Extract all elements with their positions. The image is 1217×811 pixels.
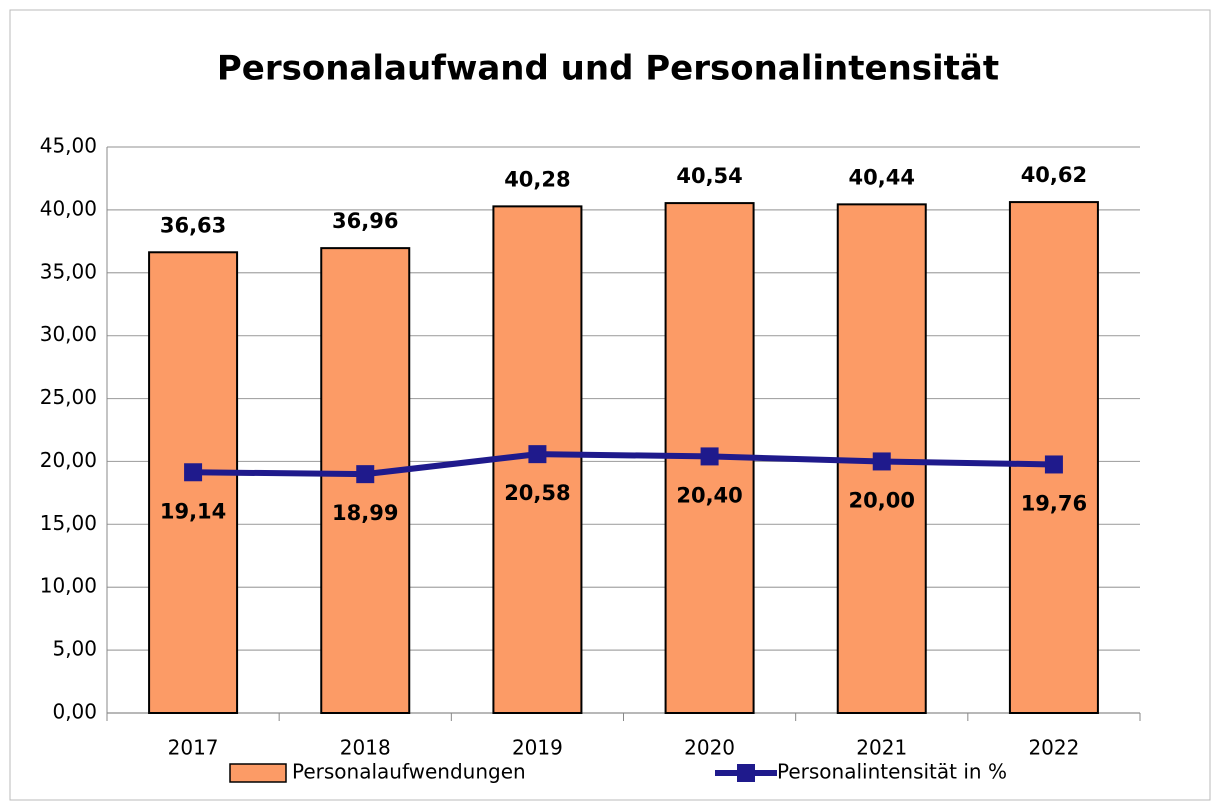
line-marker xyxy=(1044,455,1063,474)
chart-title: Personalaufwand und Personalintensität xyxy=(217,49,999,89)
y-tick-label: 15,00 xyxy=(40,511,97,535)
bar-value-label: 40,44 xyxy=(849,165,915,189)
legend-marker xyxy=(737,764,755,782)
legend-label: Personalintensität in % xyxy=(777,760,1007,784)
bar-value-label: 36,96 xyxy=(332,209,398,233)
line-marker xyxy=(356,465,375,484)
bar-value-label: 40,54 xyxy=(676,164,742,188)
bar-value-label: 36,63 xyxy=(160,213,226,237)
bar xyxy=(148,251,239,714)
line-value-label: 20,00 xyxy=(849,488,915,512)
line-value-label: 20,58 xyxy=(504,481,570,505)
line-value-label: 18,99 xyxy=(332,501,398,525)
x-tick-label: 2022 xyxy=(1028,736,1079,760)
x-tick-label: 2018 xyxy=(340,736,391,760)
line-value-label: 19,76 xyxy=(1021,491,1087,515)
y-tick-label: 25,00 xyxy=(40,385,97,409)
bar-value-label: 40,28 xyxy=(504,167,570,191)
x-tick-label: 2020 xyxy=(684,736,735,760)
y-tick-label: 40,00 xyxy=(40,196,97,220)
bar-value-label: 40,62 xyxy=(1021,163,1087,187)
y-tick-label: 20,00 xyxy=(40,448,97,472)
legend-swatch xyxy=(229,763,287,783)
y-tick-label: 0,00 xyxy=(52,700,97,724)
legend-label: Personalaufwendungen xyxy=(292,760,526,784)
line-marker xyxy=(184,463,203,482)
y-tick-label: 10,00 xyxy=(40,574,97,598)
line-marker xyxy=(872,452,891,471)
x-tick-label: 2019 xyxy=(512,736,563,760)
line xyxy=(193,451,1054,478)
x-tick-label: 2017 xyxy=(168,736,219,760)
line-value-label: 20,40 xyxy=(676,483,742,507)
y-tick-label: 30,00 xyxy=(40,322,97,346)
x-tick-label: 2021 xyxy=(856,736,907,760)
line-value-label: 19,14 xyxy=(160,499,226,523)
y-tick-label: 45,00 xyxy=(40,134,97,158)
line-marker xyxy=(528,445,547,464)
line-marker xyxy=(700,447,719,466)
y-tick-label: 35,00 xyxy=(40,259,97,283)
y-tick-label: 5,00 xyxy=(52,637,97,661)
